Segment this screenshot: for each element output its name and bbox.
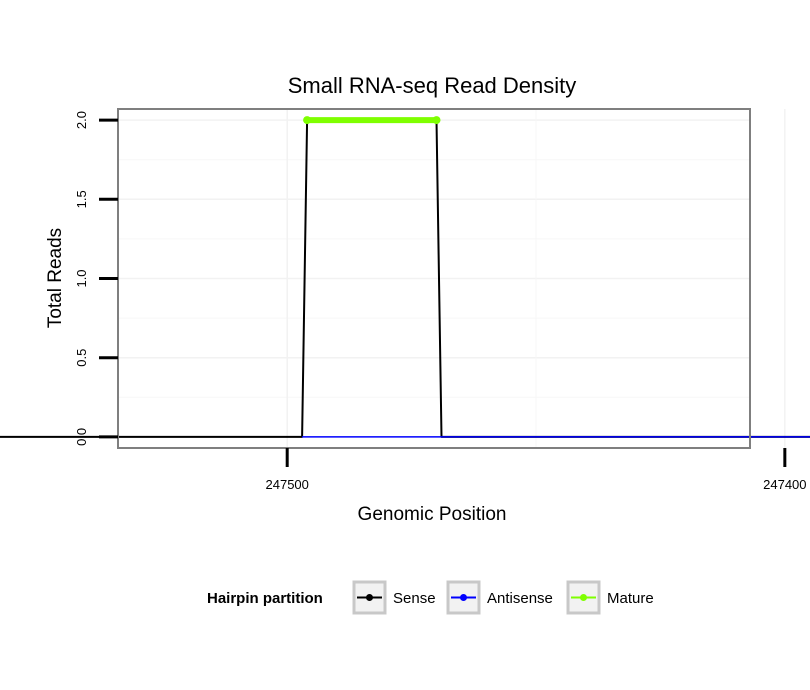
legend-label-sense: Sense <box>393 590 436 607</box>
y-axis-title: Total Reads <box>45 228 66 328</box>
y-axis: 0.0 0.5 1.0 1.5 2.0 <box>74 111 118 446</box>
legend-label-antisense: Antisense <box>487 590 553 607</box>
legend-entry-sense: Sense <box>352 580 436 615</box>
legend-title: Hairpin partition <box>207 590 323 607</box>
legend-key-point-sense <box>366 594 373 601</box>
y-tick-label: 1.5 <box>74 190 89 208</box>
series-point-mature <box>432 116 441 125</box>
legend-items: Sense Antisense Mature <box>352 580 654 615</box>
y-tick-label: 0.5 <box>74 349 89 367</box>
legend: Hairpin partition Sense Antisense Mature <box>207 580 654 615</box>
y-tick-label: 2.0 <box>74 111 89 129</box>
x-tick-label: 247500 <box>266 477 309 492</box>
legend-label-mature: Mature <box>607 590 654 607</box>
legend-entry-antisense: Antisense <box>446 580 553 615</box>
series-point-mature <box>303 116 312 125</box>
y-tick-label: 1.0 <box>74 269 89 287</box>
chart-title: Small RNA-seq Read Density <box>288 73 577 98</box>
x-tick-label: 247400 <box>763 477 806 492</box>
series-layer <box>0 116 810 438</box>
legend-key-point-mature <box>580 594 587 601</box>
legend-entry-mature: Mature <box>566 580 654 615</box>
y-tick-label: 0.0 <box>74 428 89 446</box>
grid-lines <box>118 109 786 448</box>
legend-key-point-antisense <box>460 594 467 601</box>
x-axis-title: Genomic Position <box>358 504 507 525</box>
x-axis: 247500 247400 <box>266 448 807 492</box>
